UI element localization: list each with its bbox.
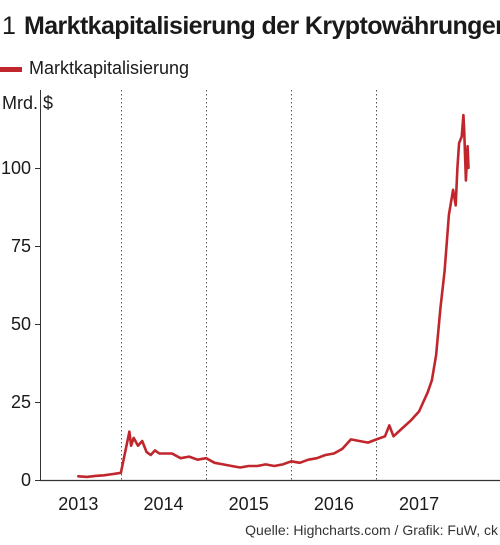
legend-swatch — [0, 67, 22, 72]
grid-lines — [121, 90, 377, 480]
x-tick-label: 2014 — [143, 494, 183, 514]
y-tick-label: 50 — [11, 314, 31, 334]
figure-number: 1 — [2, 12, 16, 40]
series-layer — [77, 113, 470, 479]
x-tick-label: 2016 — [314, 494, 354, 514]
y-tick-labels: 0 25 50 75 100 — [1, 158, 31, 490]
x-tick-label: 2015 — [229, 494, 269, 514]
x-tick-label: 2017 — [399, 494, 439, 514]
y-tick-label: 75 — [11, 236, 31, 256]
legend-label: Marktkapitalisierung — [29, 58, 190, 78]
x-tick-label: 2013 — [58, 494, 98, 514]
axes — [35, 90, 500, 482]
y-tick-label: 100 — [1, 158, 31, 178]
source-credit: Quelle: Highcharts.com / Grafik: FuW, ck — [245, 522, 498, 538]
y-tick-label: 0 — [21, 470, 31, 490]
chart-header: 1 Marktkapitalisierung der Kryptowährung… — [0, 6, 500, 42]
series-line — [77, 113, 470, 479]
x-tick-labels: 2013 2014 2015 2016 2017 — [58, 494, 439, 514]
y-tick-label: 25 — [11, 392, 31, 412]
chart-title: Marktkapitalisierung der Kryptowährungen — [24, 12, 500, 40]
y-axis-label: Mrd. $ — [2, 93, 53, 113]
